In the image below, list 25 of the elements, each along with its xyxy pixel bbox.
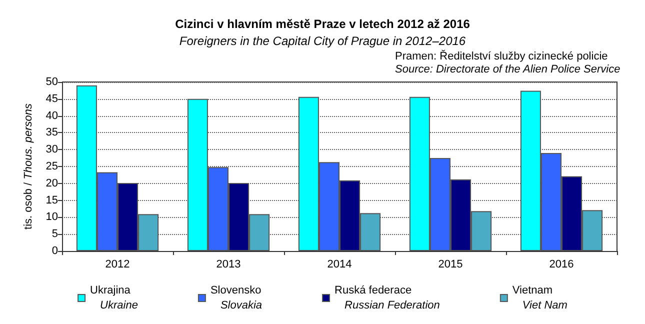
y-tick-label: 25 — [46, 160, 58, 172]
y-tick-label: 10 — [46, 211, 58, 224]
x-tick-label: 2016 — [549, 258, 574, 270]
y-tick-label: 0 — [52, 245, 58, 257]
y-tick-label: 35 — [46, 126, 58, 139]
x-tick-label: 2013 — [216, 258, 241, 270]
x-tick-label: 2015 — [438, 258, 463, 270]
chart-title: Cizinci v hlavním městě Praze v letech 2012 až 2016 — [175, 17, 470, 31]
source-note: Source: Directorate of the Alien Police Service — [395, 64, 620, 76]
legend-label: Ukrajina Ukraine — [90, 284, 138, 312]
y-tick-label: 20 — [46, 177, 58, 190]
y-axis-title: tis. osob / Thous. persons — [22, 103, 34, 230]
y-tick-label: 50 — [46, 76, 58, 88]
x-tick-label: 2012 — [105, 258, 130, 270]
y-tick-label: 5 — [52, 228, 58, 240]
y-tick-label: 45 — [46, 92, 58, 105]
legend-label: Slovensko Slovakia — [210, 284, 262, 312]
x-tick-label: 2014 — [327, 258, 352, 270]
y-tick-label: 40 — [46, 110, 58, 122]
legend-label: Vietnam Viet Nam — [512, 284, 568, 312]
y-tick-label: 30 — [46, 144, 58, 156]
chart-subtitle: Foreigners in the Capital City of Prague in 2012–2016 — [179, 34, 466, 48]
legend-label: Ruská federace Russian Federation — [334, 284, 440, 312]
text: Pramen: Ředitelství služby cizinecké policie — [395, 50, 608, 62]
y-tick-label: 15 — [46, 194, 58, 206]
